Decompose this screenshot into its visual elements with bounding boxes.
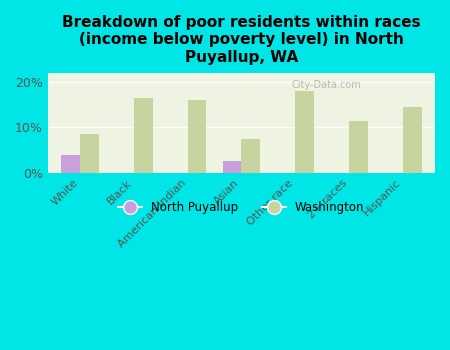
Title: Breakdown of poor residents within races
(income below poverty level) in North
P: Breakdown of poor residents within races… (62, 15, 421, 65)
Text: City-Data.com: City-Data.com (292, 80, 361, 90)
Bar (241, 139, 260, 173)
Bar (295, 91, 314, 173)
Bar (223, 161, 241, 173)
Bar (349, 120, 368, 173)
Bar (134, 98, 153, 173)
Bar (403, 107, 422, 173)
Legend: North Puyallup, Washington: North Puyallup, Washington (113, 196, 369, 219)
Bar (188, 100, 207, 173)
Bar (61, 155, 80, 173)
Bar (80, 134, 99, 173)
